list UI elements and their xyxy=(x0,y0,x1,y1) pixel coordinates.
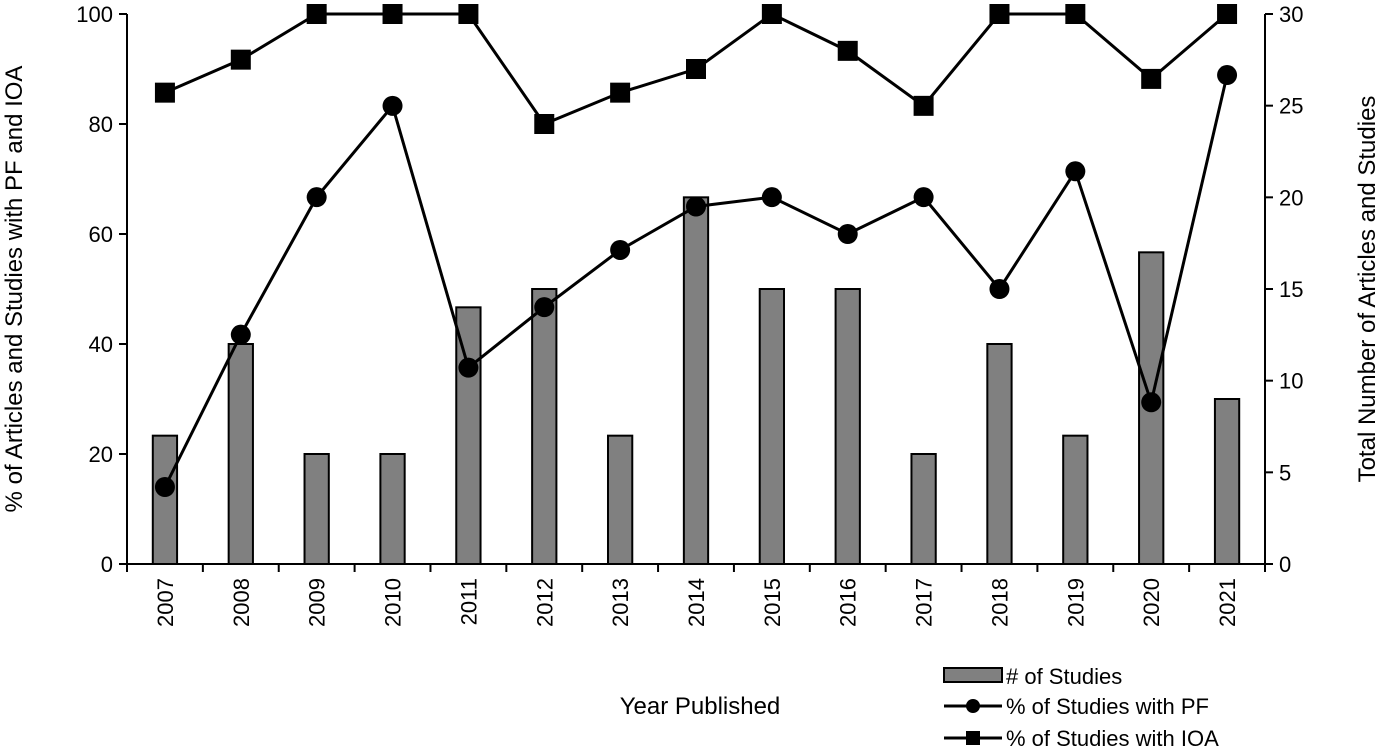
x-tick-label-2019: 2019 xyxy=(1063,578,1088,627)
y-left-tick-label: 80 xyxy=(89,112,113,137)
x-tick-label-2014: 2014 xyxy=(684,578,709,627)
x-tick-label-2013: 2013 xyxy=(608,578,633,627)
bar-2010 xyxy=(379,453,406,565)
y-right-tick-label: 5 xyxy=(1279,460,1291,485)
pf-point-2010 xyxy=(382,95,403,116)
legend-swatch-bar xyxy=(943,667,1003,683)
x-tick-label-2017: 2017 xyxy=(912,578,937,627)
pf-point-2008 xyxy=(230,324,251,345)
pf-point-2018 xyxy=(989,279,1010,299)
bar-2014 xyxy=(682,196,710,565)
ioa-point-2009 xyxy=(306,4,327,24)
pf-point-2017 xyxy=(913,187,934,208)
pf-point-2014 xyxy=(686,196,706,217)
ioa-point-2019 xyxy=(1065,4,1086,24)
pf-point-2012 xyxy=(534,297,555,318)
bar-2012 xyxy=(531,288,558,565)
x-tick-label-2016: 2016 xyxy=(836,578,861,627)
bar-2011 xyxy=(455,306,482,565)
y-left-tick-label: 40 xyxy=(89,332,113,357)
y-right-tick-label: 0 xyxy=(1279,552,1291,577)
ioa-point-2013 xyxy=(610,82,631,103)
ioa-point-2010 xyxy=(382,4,403,24)
ioa-point-2015 xyxy=(761,4,782,24)
bar-2018 xyxy=(986,343,1013,565)
y-right-tick-label: 20 xyxy=(1279,185,1303,210)
ioa-point-2012 xyxy=(534,114,555,134)
x-tick-label-2011: 2011 xyxy=(456,578,481,625)
ticks-layer: 0 20 40 60 80 100 0 5 10 15 20 25 30 2007 2008 2009 2010… xyxy=(76,2,1303,627)
legend: # of Studies % of Studies with PF % of S… xyxy=(943,664,1219,750)
ioa-point-2008 xyxy=(230,49,251,70)
pf-point-2015 xyxy=(761,187,782,208)
x-tick-label-2020: 2020 xyxy=(1139,578,1164,627)
pf-point-2016 xyxy=(837,224,858,244)
y-left-tick-label: 0 xyxy=(101,552,113,577)
x-tick-label-2007: 2007 xyxy=(153,578,178,627)
y-left-tick-label: 60 xyxy=(89,222,113,247)
y-left-tick-label: 20 xyxy=(89,442,113,467)
legend-marker-ioa xyxy=(966,731,980,745)
legend-label-ioa: % of Studies with IOA xyxy=(1006,726,1219,750)
pf-point-2019 xyxy=(1065,161,1086,182)
y-right-tick-label: 10 xyxy=(1279,369,1303,394)
x-axis-title: Year Published xyxy=(620,693,781,720)
bar-2009 xyxy=(303,453,330,565)
x-tick-label-2012: 2012 xyxy=(532,578,557,627)
ioa-point-2007 xyxy=(154,82,175,103)
x-tick-label-2009: 2009 xyxy=(305,578,330,627)
bar-2017 xyxy=(910,453,937,565)
ioa-point-2017 xyxy=(913,95,934,116)
y-axis-left-title: % of Articles and Studies with PF and IO… xyxy=(1,66,28,513)
y-right-tick-label: 30 xyxy=(1279,2,1303,27)
ioa-point-2021 xyxy=(1217,4,1238,24)
ioa-point-2014 xyxy=(686,59,706,79)
y-right-tick-label: 15 xyxy=(1279,277,1303,302)
pf-point-2020 xyxy=(1141,392,1162,413)
bar-2013 xyxy=(606,434,634,565)
bars-layer xyxy=(151,196,1241,565)
y-axis-right-title: Total Number of Articles and Studies xyxy=(1354,96,1381,483)
pf-point-2007 xyxy=(154,477,175,497)
y-left-tick-label: 100 xyxy=(76,2,113,27)
legend-label-pf: % of Studies with PF xyxy=(1006,694,1209,719)
bar-2016 xyxy=(834,288,861,565)
pf-point-2021 xyxy=(1217,65,1238,86)
x-tick-label-2015: 2015 xyxy=(760,578,785,627)
bar-2007 xyxy=(151,434,179,565)
ioa-point-2016 xyxy=(837,40,858,61)
x-tick-label-2021: 2021 xyxy=(1215,578,1240,627)
legend-marker-pf xyxy=(966,699,980,713)
bar-2021 xyxy=(1213,398,1241,565)
x-tick-label-2010: 2010 xyxy=(381,578,406,627)
pf-point-2009 xyxy=(306,187,327,208)
ioa-point-2018 xyxy=(989,4,1010,24)
bar-2008 xyxy=(227,343,254,565)
ioa-point-2020 xyxy=(1141,68,1162,89)
bar-2019 xyxy=(1062,434,1089,565)
lines-layer xyxy=(154,4,1238,497)
pf-point-2013 xyxy=(610,239,631,260)
x-tick-label-2008: 2008 xyxy=(229,578,254,627)
x-tick-label-2018: 2018 xyxy=(987,578,1012,627)
ioa-point-2011 xyxy=(458,4,479,24)
y-right-tick-label: 25 xyxy=(1279,94,1303,119)
bar-2015 xyxy=(758,288,786,565)
pf-point-2011 xyxy=(458,357,479,378)
legend-label-studies: # of Studies xyxy=(1006,664,1122,689)
